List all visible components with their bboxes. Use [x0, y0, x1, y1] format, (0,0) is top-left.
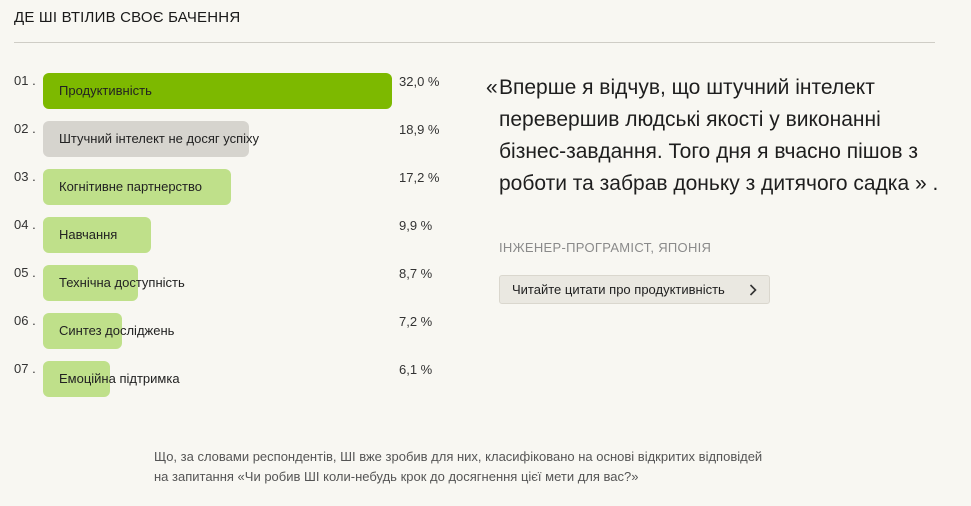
bar	[43, 169, 231, 205]
bar-value-label: 9,9 %	[399, 218, 433, 233]
bar-value-label: 6,1 %	[399, 362, 433, 377]
bar-label: Емоційна підтримка	[59, 371, 180, 386]
bar-row: 02 . Штучний інтелект не досяг успіху 18,9…	[0, 121, 460, 157]
bar	[43, 361, 110, 397]
bar-label: Технічна доступність	[59, 275, 185, 290]
bar-rank: 07 .	[14, 361, 36, 376]
bar-value-label: 18,9 %	[399, 122, 440, 137]
bar-value-label: 32,0 %	[399, 74, 440, 89]
chevron-right-icon	[749, 284, 757, 296]
title-divider	[14, 42, 935, 43]
read-quotes-button-label: Читайте цитати про продуктивність	[512, 282, 725, 297]
section-title: ДЕ ШІ ВТІЛИВ СВОЄ БАЧЕННЯ	[14, 9, 241, 26]
bar-row: 06 . Синтез досліджень 7,2 %	[0, 313, 460, 349]
bar-rank: 03 .	[14, 169, 36, 184]
bar-label: Синтез досліджень	[59, 323, 175, 338]
bar-chart: 01 . Продуктивність 32,0 % 02 . Штучний інте…	[0, 0, 460, 420]
bar	[43, 217, 151, 253]
bar-value-label: 8,7 %	[399, 266, 433, 281]
footnote: Що, за словами респондентів, ШІ вже зроб…	[154, 449, 763, 484]
quote-text: Вперше я відчув, що штучний інтелект пер…	[499, 76, 939, 195]
bar-label: Навчання	[59, 227, 118, 242]
quote-block: « Вперше я відчув, що штучний інтелект п…	[486, 72, 941, 200]
bar-rank: 06 .	[14, 313, 36, 328]
bar	[43, 121, 249, 157]
bar-row: 05 . Технічна доступність 8,7 %	[0, 265, 460, 301]
bar-rank: 02 .	[14, 121, 36, 136]
quote-source: ІНЖЕНЕР-ПРОГРАМІСТ, ЯПОНІЯ	[499, 240, 712, 255]
read-quotes-button[interactable]: Читайте цитати про продуктивність	[499, 275, 770, 304]
bar-rank: 05 .	[14, 265, 36, 280]
bar-label: Штучний інтелект не досяг успіху	[59, 131, 260, 146]
bar-row: 01 . Продуктивність 32,0 %	[0, 73, 460, 109]
bar	[43, 313, 122, 349]
bar-value-label: 7,2 %	[399, 314, 433, 329]
bar-row: 07 . Емоційна підтримка 6,1 %	[0, 361, 460, 397]
bar-rank: 04 .	[14, 217, 36, 232]
bar-value-label: 17,2 %	[399, 170, 440, 185]
bar-label: Когнітивне партнерство	[59, 179, 203, 194]
bar-row: 03 . Когнітивне партнерство 17,2 %	[0, 169, 460, 205]
bar	[43, 73, 392, 109]
bar-rank: 01 .	[14, 73, 36, 88]
bar-row: 04 . Навчання 9,9 %	[0, 217, 460, 253]
bar-label: Продуктивність	[59, 83, 152, 98]
bar	[43, 265, 138, 301]
quote-open-mark: «	[486, 76, 498, 99]
